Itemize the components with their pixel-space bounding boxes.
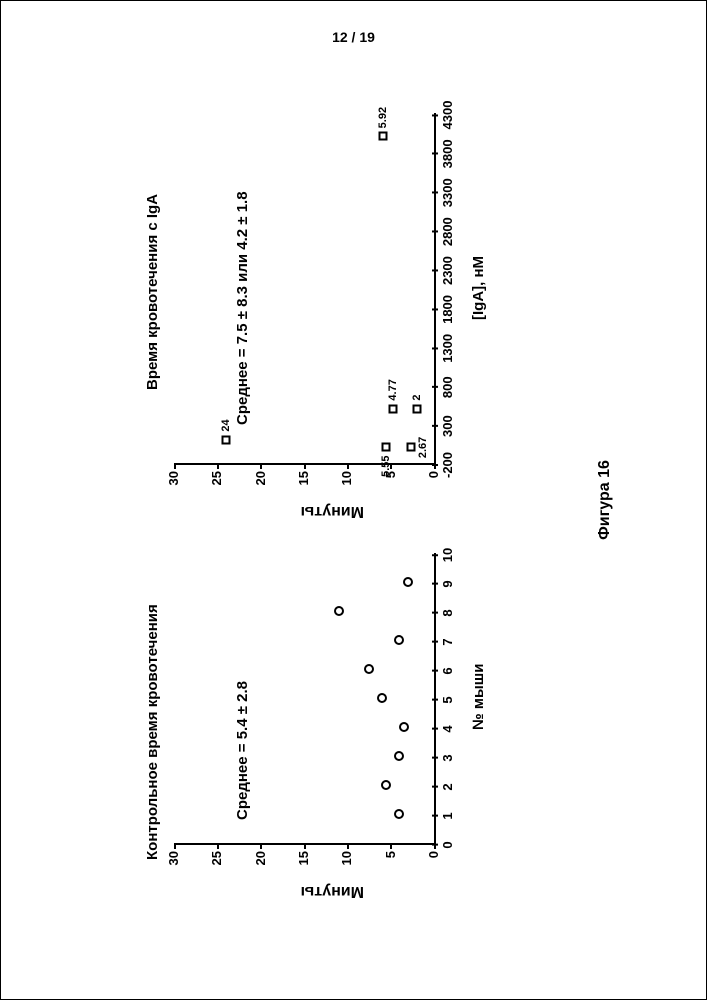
data-point xyxy=(394,751,404,761)
x-tick: -200 xyxy=(440,452,455,478)
y-tick: 20 xyxy=(252,471,267,499)
data-point xyxy=(381,780,391,790)
data-point xyxy=(378,132,387,141)
left-x-axis-label: № мыши xyxy=(470,663,487,730)
data-point xyxy=(221,435,230,444)
data-point xyxy=(403,577,413,587)
x-tick: 2800 xyxy=(440,217,455,246)
y-tick: 0 xyxy=(426,471,441,499)
x-tick: 2300 xyxy=(440,256,455,285)
left-panel: Контрольное время кровотечения Среднее =… xyxy=(154,540,514,900)
y-tick: 20 xyxy=(252,851,267,879)
y-tick: 30 xyxy=(166,851,181,879)
point-label: 5.92 xyxy=(376,107,388,128)
point-label: 4.77 xyxy=(386,379,398,400)
y-tick: 15 xyxy=(296,851,311,879)
page: 12 / 19 Контрольное время кровотечения С… xyxy=(0,0,707,1000)
data-point xyxy=(394,635,404,645)
y-tick: 10 xyxy=(339,471,354,499)
data-point xyxy=(406,443,415,452)
x-tick: 1800 xyxy=(440,295,455,324)
data-point xyxy=(333,606,343,616)
data-point xyxy=(381,443,390,452)
right-panel: Время кровотечения с IgA Среднее = 7.5 ±… xyxy=(154,100,514,520)
x-tick: 7 xyxy=(440,638,455,645)
rotated-content: Контрольное время кровотечения Среднее =… xyxy=(94,90,614,910)
point-label: 2.67 xyxy=(416,437,428,458)
x-tick: 2 xyxy=(440,783,455,790)
x-tick: 0 xyxy=(440,841,455,848)
data-point xyxy=(377,693,387,703)
data-point xyxy=(394,809,404,819)
left-chart-title: Контрольное время кровотечения xyxy=(144,604,161,860)
y-tick: 15 xyxy=(296,471,311,499)
right-chart-title: Время кровотечения с IgA xyxy=(144,194,161,390)
x-tick: 3800 xyxy=(440,139,455,168)
x-tick: 800 xyxy=(440,376,455,398)
y-tick: 10 xyxy=(339,851,354,879)
y-tick: 30 xyxy=(166,471,181,499)
y-tick: 25 xyxy=(209,851,224,879)
x-tick: 1300 xyxy=(440,334,455,363)
data-point xyxy=(364,664,374,674)
left-y-axis-label: Минуты xyxy=(300,882,363,900)
y-tick: 25 xyxy=(209,471,224,499)
x-tick: 6 xyxy=(440,667,455,674)
x-tick: 4300 xyxy=(440,101,455,130)
x-tick: 3 xyxy=(440,754,455,761)
point-label: 2 xyxy=(410,394,422,400)
x-tick: 8 xyxy=(440,609,455,616)
x-tick: 9 xyxy=(440,580,455,587)
data-point xyxy=(412,404,421,413)
x-tick: 4 xyxy=(440,725,455,732)
page-number: 12 / 19 xyxy=(332,29,375,45)
x-tick: 1 xyxy=(440,812,455,819)
x-tick: 10 xyxy=(440,548,455,562)
right-y-axis-label: Минуты xyxy=(300,502,363,520)
x-tick: 3300 xyxy=(440,178,455,207)
y-tick: 0 xyxy=(426,851,441,879)
right-x-axis-label: [IgA], нМ xyxy=(470,256,487,320)
point-label: 24 xyxy=(220,419,232,431)
x-tick: 5 xyxy=(440,696,455,703)
right-plot-area: 2.675.55244.7725.92 xyxy=(174,113,436,465)
data-point xyxy=(398,722,408,732)
y-tick: 5 xyxy=(382,851,397,879)
data-point xyxy=(388,404,397,413)
x-tick: 300 xyxy=(440,415,455,437)
y-tick: 5 xyxy=(382,471,397,499)
figure-caption: Фигура 16 xyxy=(596,460,614,540)
left-plot-area xyxy=(174,553,436,845)
